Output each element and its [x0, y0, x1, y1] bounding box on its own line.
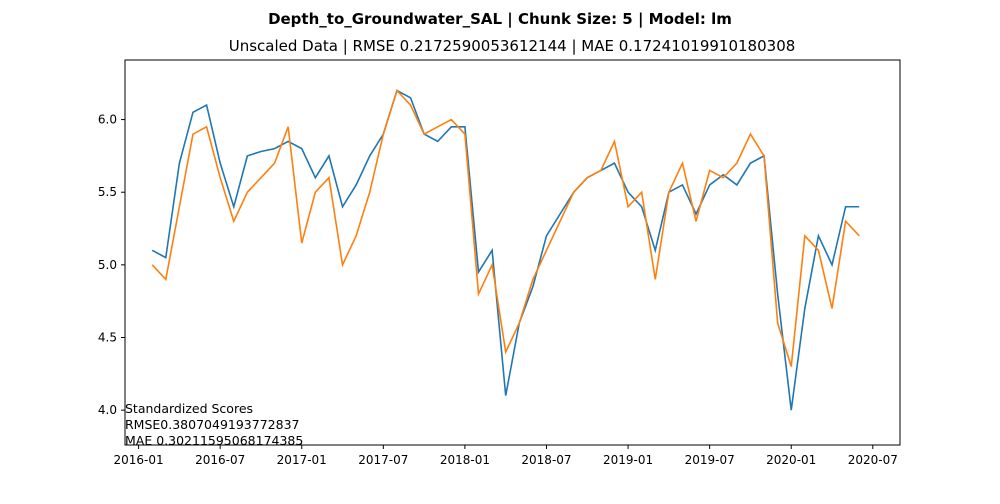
plot-frame — [124, 59, 901, 446]
x-tick-label: 2018-01 — [440, 453, 490, 467]
y-tick-label: 6.0 — [98, 113, 117, 127]
y-tick-label: 5.0 — [98, 258, 117, 272]
series-line — [151, 89, 860, 411]
series-line — [151, 88, 860, 367]
x-tick-label: 2019-07 — [685, 453, 735, 467]
annotation: MAE 0.30211595068174385 — [125, 433, 303, 448]
chart-subtitle: Unscaled Data | RMSE 0.2172590053612144 … — [229, 37, 796, 55]
x-tick-label: 2019-01 — [603, 453, 653, 467]
y-tick-label: 5.5 — [98, 185, 117, 199]
x-tick-label: 2017-01 — [277, 453, 327, 467]
y-tick-label: 4.0 — [98, 403, 117, 417]
x-tick-label: 2020-07 — [848, 453, 898, 467]
x-tick-label: 2018-07 — [521, 453, 571, 467]
chart-title: Depth_to_Groundwater_SAL | Chunk Size: 5… — [268, 10, 732, 29]
x-tick-label: 2016-01 — [114, 453, 164, 467]
x-tick-label: 2016-07 — [195, 453, 245, 467]
annotation: Standardized Scores — [125, 401, 253, 416]
x-tick-label: 2020-01 — [766, 453, 816, 467]
annotation: RMSE0.3807049193772837 — [125, 417, 299, 432]
x-tick-label: 2017-07 — [358, 453, 408, 467]
y-tick-label: 4.5 — [98, 330, 117, 344]
